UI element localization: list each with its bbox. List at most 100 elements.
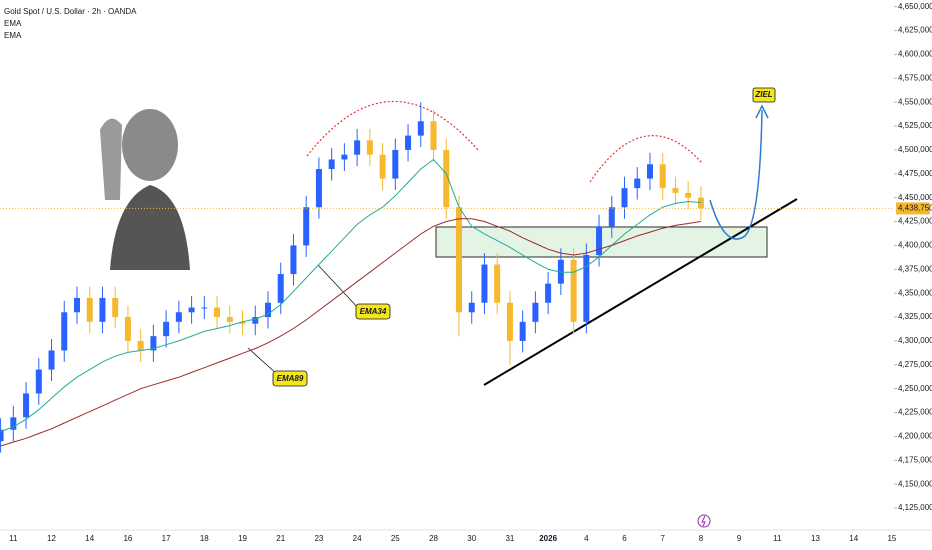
candle-body (366, 140, 373, 155)
y-tick-label: 4,175,000 (898, 455, 932, 464)
candle-body (290, 245, 297, 275)
candle-body (672, 188, 679, 193)
event-icon[interactable] (697, 514, 711, 528)
trend-line (483, 198, 798, 386)
candle-body (48, 350, 55, 370)
x-tick-label: 6 (622, 534, 627, 543)
candle-body (86, 297, 93, 322)
x-tick-label: 18 (200, 534, 209, 543)
candle-body (277, 274, 284, 303)
x-tick-label: 28 (429, 534, 438, 543)
candle-body (570, 259, 577, 322)
y-tick-label: 4,450,000 (898, 193, 932, 202)
x-tick-label: 12 (47, 534, 56, 543)
y-tick-label: 4,200,000 (898, 432, 932, 441)
price-tag (896, 202, 930, 215)
x-tick-label: 2026 (539, 534, 557, 543)
x-tick-label: 7 (660, 534, 665, 543)
x-tick-label: 14 (849, 534, 858, 543)
candle-body (455, 207, 462, 313)
ema-line (0, 158, 701, 433)
drawings (100, 100, 798, 386)
y-tick-label: 4,475,000 (898, 169, 932, 178)
y-tick-label: 4,650,000 (898, 2, 932, 11)
candle-body (634, 178, 641, 189)
ema34-pointer (317, 264, 361, 311)
x-tick-label: 14 (85, 534, 94, 543)
y-tick-label: 4,425,000 (898, 217, 932, 226)
candle-body (0, 429, 4, 442)
candle-body (646, 164, 653, 179)
portrait-body (110, 185, 190, 270)
y-tick-label: 4,125,000 (898, 503, 932, 512)
candle-body (201, 307, 208, 309)
candle-body (519, 321, 526, 341)
ema89-note: EMA89 (277, 374, 304, 383)
candle-body (506, 302, 513, 341)
candle-body (188, 307, 195, 313)
candle-body (659, 164, 666, 189)
arrow-head (755, 104, 769, 119)
y-tick-label: 4,575,000 (898, 73, 932, 82)
x-tick-label: 11 (773, 534, 782, 543)
arc-left (306, 100, 479, 157)
candle-body (303, 207, 310, 246)
x-tick-label: 13 (811, 534, 820, 543)
x-tick-label: 31 (505, 534, 514, 543)
x-tick-label: 8 (699, 534, 704, 543)
x-tick-label: 9 (737, 534, 742, 543)
candle-body (10, 417, 17, 430)
candle-body (137, 340, 144, 351)
target-arrow (709, 109, 763, 240)
candle-body (354, 140, 361, 155)
y-tick-label: 4,600,000 (898, 50, 932, 59)
ema89-pointer (247, 347, 279, 376)
candle-body (494, 264, 501, 303)
y-tick-label: 4,250,000 (898, 384, 932, 393)
portrait-head (122, 109, 178, 181)
event-bolt (701, 515, 706, 527)
y-tick-label: 4,500,000 (898, 145, 932, 154)
candle-body (392, 149, 399, 179)
candle-body (73, 297, 80, 313)
candle-body (264, 302, 271, 318)
target-note: ZIEL (754, 90, 772, 99)
candle-body (697, 197, 704, 209)
x-tick-label: 16 (123, 534, 132, 543)
x-tick-label: 15 (887, 534, 896, 543)
y-tick-label: 4,625,000 (898, 26, 932, 35)
y-tick-label: 4,300,000 (898, 336, 932, 345)
candle-body (481, 264, 488, 303)
candle-body (150, 336, 157, 351)
candle-body (583, 254, 590, 322)
candle-body (685, 192, 692, 198)
candle-body (124, 317, 131, 341)
candle-body (61, 312, 68, 351)
candle-body (99, 297, 106, 322)
x-tick-label: 4 (584, 534, 589, 543)
y-tick-label: 4,225,000 (898, 408, 932, 417)
y-tick-label: 4,275,000 (898, 360, 932, 369)
candle-body (379, 154, 386, 179)
candle-body (226, 317, 233, 322)
candle-body (341, 154, 348, 160)
candle-body (175, 312, 182, 322)
candle-body (532, 302, 539, 322)
y-tick-label: 4,350,000 (898, 288, 932, 297)
candle-body (23, 393, 30, 418)
ema34-box (355, 303, 391, 320)
candle-body (328, 159, 335, 170)
candle-body (163, 321, 170, 337)
ema-line (0, 218, 701, 447)
candle-body (430, 121, 437, 150)
candle-body (214, 307, 221, 318)
candle-body (545, 283, 552, 303)
indicator-label: EMA (4, 31, 22, 40)
y-tick-label: 4,325,000 (898, 312, 932, 321)
x-tick-label: 24 (353, 534, 362, 543)
y-tick-label: 4,400,000 (898, 241, 932, 250)
price-tag-label: 4,438,750 (898, 204, 932, 213)
y-tick-label: 4,525,000 (898, 121, 932, 130)
y-tick-label: 4,550,000 (898, 97, 932, 106)
